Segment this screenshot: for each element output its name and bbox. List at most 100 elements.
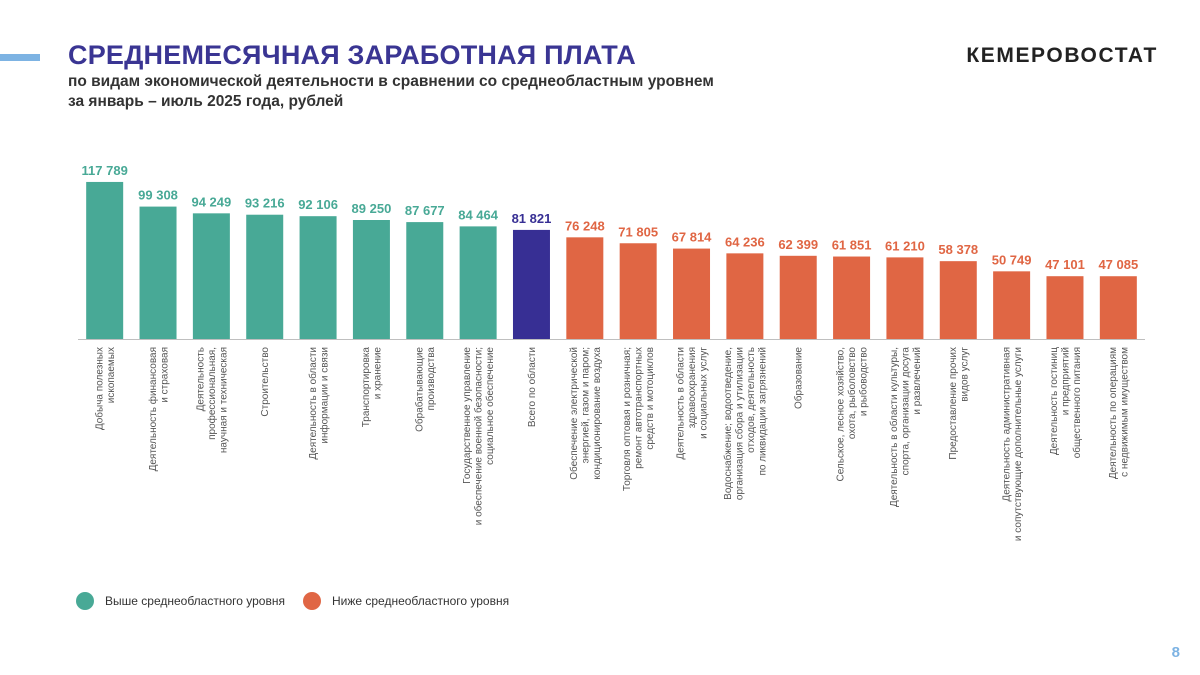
category-label-line: информации и связи <box>318 347 330 444</box>
data-label: 87 677 <box>405 203 445 218</box>
category-label-line: Всего по области <box>526 347 538 427</box>
category-label: Обрабатывающиепроизводства <box>414 347 438 432</box>
category-label-line: энергией, газом и паром; <box>580 347 591 463</box>
category-label: Деятельность в области культуры,спорта, … <box>888 347 923 507</box>
bar <box>139 206 177 339</box>
legend-label-below: Ниже среднеобластного уровня <box>331 594 510 608</box>
bar <box>459 226 497 339</box>
category-label: Деятельность по операциямс недвижимым им… <box>1108 347 1131 479</box>
data-label: 89 250 <box>352 201 392 216</box>
category-label: Деятельностьпрофессиональная,научная и т… <box>195 347 229 453</box>
category-label-line: и страховая <box>159 347 170 403</box>
category-label: Деятельность в областиздравоохраненияи с… <box>675 347 710 460</box>
category-label-line: и сопутствующие дополнительные услуги <box>1013 347 1024 541</box>
category-label-line: Обеспечение электрической <box>568 347 580 480</box>
data-label: 62 399 <box>778 237 818 252</box>
category-label-line: общественного питания <box>1071 347 1083 458</box>
category-label: Деятельность финансоваяи страховая <box>147 347 171 471</box>
category-label: Деятельность в областиинформации и связи <box>307 347 331 460</box>
category-label-line: Деятельность административная <box>1001 347 1012 502</box>
category-label: Обеспечение электрическойэнергией, газом… <box>568 347 603 480</box>
data-label: 117 789 <box>82 163 128 178</box>
category-label: Добыча полезныхископаемых <box>93 347 117 430</box>
category-label: Деятельность административнаяи сопутству… <box>1001 347 1024 541</box>
category-label-line: Предоставление прочих <box>948 347 959 460</box>
category-label-line: социальное обеспечение <box>484 347 496 465</box>
data-label: 94 249 <box>191 194 231 209</box>
subtitle-line-1: по видам экономической деятельности в ср… <box>68 73 714 90</box>
category-label-line: Транспортировка <box>361 347 372 428</box>
bar <box>352 220 390 339</box>
category-label-line: Деятельность по операциям <box>1108 347 1119 479</box>
category-label: Предоставление прочихвидов услуг <box>948 347 971 460</box>
category-label-line: организация сбора и утилизации <box>734 347 746 500</box>
legend-item-above: Выше среднеобластного уровня <box>76 592 285 610</box>
category-label-line: Деятельность <box>195 347 206 411</box>
category-label-line: охота, рыболовство <box>846 347 858 440</box>
page-subtitle: по видам экономической деятельности в ср… <box>68 72 714 112</box>
category-label-line: Сельское, лесное хозяйство, <box>836 347 847 482</box>
page-number: 8 <box>1171 644 1180 661</box>
legend-swatch-below <box>302 592 321 610</box>
data-label: 76 248 <box>565 218 605 233</box>
category-label-line: Строительство <box>260 347 271 417</box>
legend-swatch-above <box>76 592 94 610</box>
category-label-line: и рыбоводство <box>858 347 870 417</box>
legend-item-below: Ниже среднеобластного уровня <box>302 592 510 610</box>
subtitle-line-2: за январь – июль 2025 года, рублей <box>68 93 344 110</box>
bar <box>512 229 550 339</box>
bar <box>406 222 444 339</box>
category-label-line: с недвижимым имуществом <box>1120 347 1131 477</box>
bar <box>1099 276 1137 339</box>
category-label-line: спорта, организации досуга <box>900 347 911 476</box>
category-label-line: Деятельность в области <box>307 347 319 460</box>
bar <box>246 214 284 339</box>
category-label-line: здравоохранения <box>687 347 698 428</box>
category-label-line: и обеспечение военной безопасности; <box>473 347 485 525</box>
bar <box>939 261 977 339</box>
category-label: Транспортировкаи хранение <box>361 347 384 428</box>
data-label: 71 805 <box>618 224 658 239</box>
data-label: 84 464 <box>458 207 499 222</box>
data-label: 99 308 <box>138 188 178 203</box>
brand-logo-text: КЕМЕРОВОСТАТ <box>966 44 1158 67</box>
category-label-line: отходов, деятельность <box>746 347 757 453</box>
category-label-line: Добыча полезных <box>93 347 105 430</box>
category-label-line: и хранение <box>373 347 384 400</box>
bar <box>1046 276 1084 339</box>
category-label-line: Деятельность гостиниц <box>1049 347 1060 455</box>
category-label-line: профессиональная, <box>206 347 218 440</box>
accent-bar <box>0 54 40 61</box>
category-label-line: Обрабатывающие <box>414 347 426 432</box>
category-label-line: производства <box>426 347 437 411</box>
data-label: 61 210 <box>885 238 925 253</box>
data-label: 92 106 <box>298 197 338 212</box>
bar <box>726 253 764 339</box>
category-label-line: ископаемых <box>106 347 117 403</box>
bar <box>566 237 604 339</box>
bar <box>886 257 924 339</box>
page-title: СРЕДНЕМЕСЯЧНАЯ ЗАРАБОТНАЯ ПЛАТА <box>68 40 636 70</box>
category-label-line: ремонт автотранспортных <box>634 347 645 469</box>
bar <box>192 213 230 339</box>
bar <box>86 181 124 339</box>
chart-legend: Выше среднеобластного уровня Ниже средне… <box>76 592 527 610</box>
legend-label-above: Выше среднеобластного уровня <box>105 594 285 608</box>
category-label-line: видов услуг <box>960 347 971 402</box>
data-label: 67 814 <box>672 230 713 245</box>
data-label: 47 085 <box>1098 257 1138 272</box>
category-label-line: и предприятий <box>1060 347 1071 415</box>
category-label-line: по ликвидации загрязнений <box>758 347 769 476</box>
category-label-line: Водоснабжение; водоотведение, <box>722 347 734 500</box>
category-label: Строительство <box>260 347 271 417</box>
bar <box>299 216 337 339</box>
category-label: Торговля оптовая и розничная;ремонт авто… <box>622 347 656 491</box>
category-label-line: и социальных услуг <box>699 347 710 439</box>
category-label-line: и развлечений <box>912 347 923 415</box>
category-label-line: средств и мотоциклов <box>645 347 656 450</box>
bar <box>673 248 711 339</box>
category-label-line: Деятельность в области <box>675 347 687 460</box>
category-label-line: Деятельность финансовая <box>147 347 159 471</box>
data-label: 50 749 <box>992 252 1032 267</box>
